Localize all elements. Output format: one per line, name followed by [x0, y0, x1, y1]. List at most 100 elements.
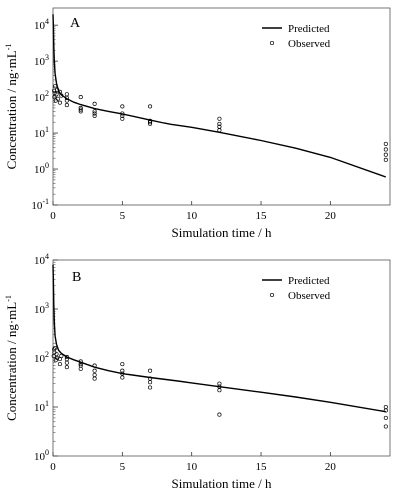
y-tick-exponent: 0	[45, 161, 49, 170]
observed-point	[64, 360, 69, 365]
y-axis-label-superscript: -1	[4, 295, 13, 302]
observed-point	[217, 116, 222, 121]
observed-point	[383, 404, 388, 410]
observed-point	[383, 157, 388, 162]
observed-point	[64, 103, 69, 108]
observed-point	[217, 384, 222, 389]
y-tick-label: 104	[34, 252, 49, 267]
y-tick-base: 10	[34, 56, 46, 68]
y-tick-base: 10	[34, 128, 46, 140]
observed-point	[383, 424, 388, 429]
observed-point	[120, 362, 125, 367]
observed-point	[55, 96, 60, 101]
y-tick-label: 100	[34, 448, 49, 463]
observed-point	[53, 84, 58, 89]
observed-point	[54, 92, 59, 97]
y-tick-exponent: 3	[45, 301, 49, 310]
observed-point	[92, 372, 97, 378]
panel-label: A	[70, 16, 81, 31]
observed-point	[148, 376, 153, 381]
observed-point	[217, 388, 222, 393]
observed-point	[383, 141, 388, 146]
observed-point	[92, 101, 97, 106]
y-tick-base: 10	[34, 255, 46, 267]
y-tick-base: 10	[34, 164, 46, 176]
observed-point	[78, 109, 83, 114]
x-tick-label: 10	[186, 461, 198, 473]
observed-point	[57, 362, 62, 367]
observed-point	[78, 107, 83, 112]
y-tick-label: 101	[34, 125, 49, 140]
legend-predicted-label: Predicted	[288, 275, 330, 287]
plot-frame	[52, 7, 391, 206]
observed-point	[120, 371, 125, 376]
observed-point	[78, 95, 83, 100]
observed-point	[64, 92, 69, 97]
observed-point	[120, 113, 125, 118]
y-tick-exponent: 1	[45, 399, 49, 408]
y-tick-exponent: 2	[45, 350, 49, 359]
observed-point	[57, 89, 62, 94]
y-tick-exponent: -1	[42, 197, 49, 206]
observed-point	[78, 366, 83, 371]
y-tick-label: 102	[34, 350, 49, 365]
observed-point	[92, 376, 97, 381]
observed-point	[92, 363, 97, 368]
observed-point	[59, 93, 64, 98]
y-tick-label: 10-1	[31, 197, 49, 212]
y-tick-exponent: 1	[45, 125, 49, 134]
y-axis-label: Concentration / ng·mL-1	[4, 295, 19, 421]
observed-point	[120, 368, 125, 373]
x-tick-label: 15	[256, 210, 268, 222]
y-tick-base: 10	[31, 200, 43, 212]
y-tick-label: 104	[34, 17, 49, 32]
y-tick-base: 10	[34, 92, 46, 104]
y-axis-label-text: Concentration / ng·mL	[4, 302, 19, 421]
y-tick-base: 10	[34, 20, 46, 32]
observed-point	[92, 113, 97, 118]
y-tick-exponent: 4	[45, 252, 49, 261]
observed-point	[383, 415, 388, 420]
observed-point	[217, 124, 222, 129]
x-axis-label: Simulation time / h	[171, 476, 272, 491]
observed-point	[78, 359, 83, 364]
observed-point	[120, 111, 125, 116]
observed-point	[383, 408, 388, 413]
observed-point	[53, 345, 58, 351]
observed-point	[54, 352, 59, 357]
legend-observed-swatch	[269, 292, 275, 298]
x-tick-label: 0	[50, 461, 56, 473]
y-tick-label: 103	[34, 53, 49, 68]
observed-point	[120, 375, 125, 380]
legend-observed-swatch	[269, 40, 275, 46]
observed-point	[78, 362, 83, 367]
observed-point	[120, 104, 125, 109]
observed-point	[92, 368, 97, 373]
y-axis-label: Concentration / ng·mL-1	[4, 44, 19, 170]
observed-point	[120, 116, 125, 121]
observed-point	[383, 152, 388, 157]
y-tick-label: 102	[34, 89, 49, 104]
predicted-line	[52, 14, 387, 178]
observed-point	[148, 104, 153, 109]
y-tick-base: 10	[34, 353, 46, 365]
x-tick-label: 10	[186, 210, 198, 222]
observed-point	[59, 353, 64, 359]
x-tick-label: 5	[120, 210, 126, 222]
observed-point	[148, 120, 153, 125]
observed-point	[92, 111, 97, 116]
observed-point	[64, 365, 69, 370]
plot-frame	[52, 259, 391, 457]
observed-point	[148, 118, 153, 123]
legend-predicted-label: Predicted	[288, 23, 330, 35]
y-tick-label: 103	[34, 301, 49, 316]
observed-point	[217, 381, 222, 386]
y-tick-exponent: 3	[45, 53, 49, 62]
observed-point	[55, 87, 60, 92]
observed-point	[148, 368, 153, 373]
y-tick-base: 10	[34, 304, 46, 316]
x-axis-label: Simulation time / h	[171, 225, 272, 240]
